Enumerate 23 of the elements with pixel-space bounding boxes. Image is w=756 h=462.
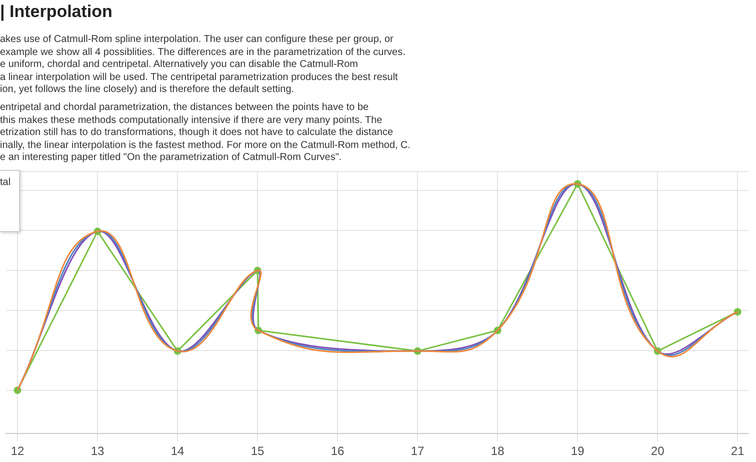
text: e an interesting paper titled "On the parametrization of Catmull-Rom Curves". — [0, 152, 342, 164]
text: a linear interpolation will be used. The centripetal parametrization produces the best result — [0, 72, 398, 83]
x-tick-label: 16 — [330, 444, 345, 458]
text: entripetal and chordal parametrization, the distances between the points have to be — [0, 102, 369, 113]
x-tick-label: 20 — [650, 444, 665, 458]
text: this makes these methods computationally intensive if there are very many points. The — [0, 114, 382, 126]
text: akes use of Catmull-Rom spline interpolation. The user can configure these per group, or — [0, 34, 394, 45]
x-tick-label: 21 — [730, 444, 745, 458]
text: inally, the linear interpolation is the fastest method. For more on the Catmull-Rom method, C. — [0, 140, 411, 151]
annotation: tal — [0, 177, 11, 188]
text: example we show all 4 possiblities. The differences are in the parametrization of the curves. — [0, 46, 406, 58]
text: etrization still has to do transformations, though it does not have to calculate the distance — [0, 127, 394, 138]
x-tick-label: 19 — [570, 444, 585, 458]
text: e uniform, chordal and centripetal. Alternatively you can disable the Catmull-Rom — [0, 59, 358, 70]
x-tick-label: 18 — [490, 444, 505, 458]
x-tick-label: 14 — [170, 444, 185, 458]
x-tick-label: 13 — [90, 444, 105, 458]
x-tick-label: 12 — [10, 444, 24, 458]
x-tick-label: 15 — [250, 444, 265, 458]
chart-title: | Interpolation — [0, 2, 112, 22]
x-tick-label: 17 — [410, 444, 425, 458]
text: ion, yet follows the line closely) and is therefore the default setting. — [0, 84, 294, 96]
legend-panel: tal — [0, 170, 20, 232]
